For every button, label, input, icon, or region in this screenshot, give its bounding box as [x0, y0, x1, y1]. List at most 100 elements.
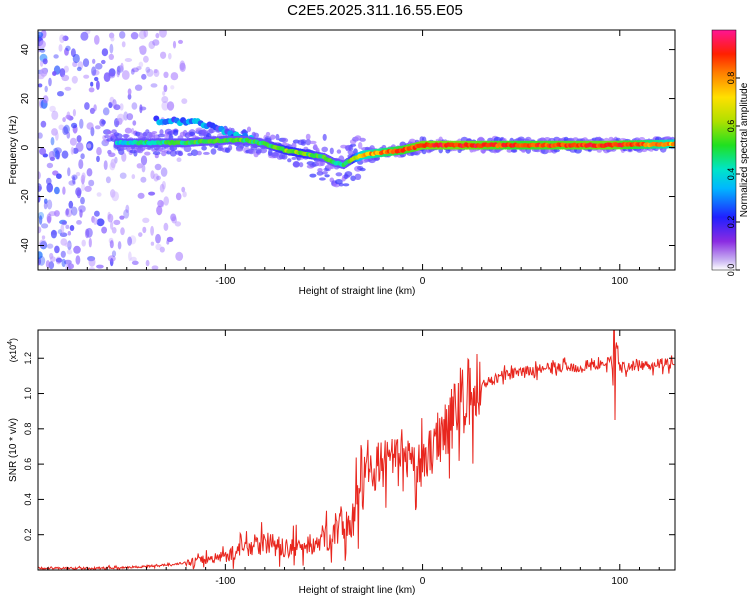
spectrogram-noise-blob — [142, 217, 150, 223]
spectrogram-halo — [210, 148, 217, 155]
spectrogram-noise-blob — [163, 196, 169, 206]
spectrogram-halo — [339, 182, 344, 187]
spectrogram-noise-blob — [102, 107, 110, 116]
spectrogram-x-tick-label: 100 — [611, 276, 628, 287]
spectrogram-noise-blob — [94, 35, 100, 45]
spectrogram-noise-blob — [127, 93, 132, 100]
snr-scale-base: (x10 — [8, 345, 18, 363]
spectrogram-noise-blob — [155, 243, 162, 251]
spectrogram-noise-blob — [151, 265, 159, 270]
spectrogram-noise-blob — [153, 69, 160, 77]
spectrogram-halo — [521, 148, 526, 153]
spectrogram-halo — [208, 127, 214, 134]
colorbar-ticks: 0.0 0.2 0.4 0.6 0.8 — [726, 72, 740, 277]
spectrogram-noise-blob — [41, 235, 46, 240]
spectrogram-halo — [553, 148, 560, 153]
spectrogram-noise-blob — [119, 172, 127, 179]
spectrogram-halo — [322, 133, 327, 141]
spectrogram-noise-blob — [81, 183, 86, 192]
spectrogram-noise-blob — [136, 163, 143, 169]
spectrogram-noise-blob — [156, 175, 161, 181]
spectrogram-halo — [142, 132, 148, 137]
spectrogram-noise-blob — [174, 221, 182, 227]
spectrogram-noise-blob — [46, 182, 53, 193]
spectrogram-noise-blob — [55, 257, 63, 263]
spectrogram-halo — [344, 171, 353, 177]
spectrogram-noise-blob — [72, 53, 80, 64]
snr-panel: -100 0 100 0.2 0.4 0.6 0.8 1.0 1.2 Height of str… — [7, 329, 676, 596]
spectrogram-noise-blob — [46, 177, 52, 185]
spectrogram-halo — [359, 137, 366, 142]
spectrogram-panel: -100 0 100 -40 -20 0 20 40 Height of straight l… — [8, 29, 676, 297]
spectrogram-noise-blob — [75, 171, 81, 177]
spectrogram-noise-blob — [38, 132, 43, 139]
colorbar-tick-label: 0.8 — [726, 72, 736, 85]
spectrogram-noise-blob — [143, 30, 149, 38]
spectrogram-noise-blob — [62, 186, 66, 195]
spectrogram-noise-blob — [55, 150, 60, 160]
colorbar-gradient — [711, 29, 737, 271]
spectrogram-noise-blob — [38, 215, 43, 225]
spectrogram-noise-blob — [39, 48, 46, 53]
spectrogram-noise-blob — [88, 237, 92, 248]
spectrogram-noise-blob — [115, 120, 120, 126]
spectrogram-noise-blob — [61, 258, 66, 268]
spectrogram-noise-blob — [44, 85, 48, 93]
spectrogram-noise-blob — [112, 99, 117, 109]
spectrogram-noise-blob — [48, 77, 52, 87]
spectrogram-noise-blob — [175, 251, 184, 261]
spectrogram-noise-blob — [124, 58, 133, 62]
spectrogram-halo — [124, 127, 132, 134]
spectrogram-noise-blob — [142, 226, 147, 234]
spectrogram-halo — [298, 162, 304, 168]
spectrogram-halo — [305, 133, 311, 140]
spectrogram-noise-blob — [66, 249, 73, 255]
snr-plot-area — [38, 330, 675, 570]
spectrogram-noise-blob — [46, 162, 54, 169]
spectrogram-noise-blob — [73, 245, 81, 254]
spectrogram-noise-blob — [61, 74, 70, 82]
spectrogram-noise-blob — [163, 84, 168, 93]
spectrogram-noise-blob — [39, 239, 47, 248]
spectrogram-noise-blob — [76, 66, 82, 72]
spectrogram-noise-blob — [59, 232, 68, 237]
colorbar-tick-label: 0.0 — [726, 264, 736, 277]
spectrogram-noise-blob — [66, 131, 71, 139]
spectrogram-noise-blob — [145, 259, 150, 267]
spectrogram-noise-blob — [72, 109, 76, 117]
spectrogram-halo — [203, 151, 210, 155]
spectrogram-noise-blob — [86, 168, 93, 177]
spectrogram-noise-blob — [155, 233, 161, 244]
spectrogram-axes: -100 0 100 -40 -20 0 20 40 — [20, 30, 675, 287]
spectrogram-noise-blob — [107, 213, 114, 223]
spectrogram-noise-blob — [46, 199, 53, 210]
spectrogram-noise-blob — [96, 155, 100, 163]
spectrogram-noise-blob — [68, 200, 74, 209]
spectrogram-noise-blob — [150, 241, 155, 246]
spectrogram-noise-blob — [153, 173, 159, 182]
spectrogram-noise-blob — [71, 206, 78, 216]
spectrogram-noise-blob — [84, 102, 90, 110]
spectrogram-noise-blob — [86, 143, 92, 149]
spectrogram-noise-blob — [113, 219, 121, 226]
spectrogram-halo — [178, 150, 183, 156]
spectrogram-noise-blob — [64, 242, 72, 248]
spectrogram-noise-blob — [71, 174, 78, 181]
spectrogram-halo — [358, 142, 363, 149]
spectrogram-noise-blob — [92, 58, 96, 64]
spectrogram-noise-blob — [75, 255, 81, 265]
spectrogram-noise-blob — [38, 257, 42, 266]
spectrogram-noise-blob — [53, 210, 60, 217]
spectrogram-halo — [106, 130, 113, 135]
spectrogram-noise-blob — [62, 35, 69, 42]
colorbar-tick-label: 0.4 — [726, 168, 736, 181]
spectrogram-halo — [510, 149, 518, 153]
spectrogram-noise-blob — [41, 223, 49, 229]
spectrogram-noise-blob — [109, 43, 114, 54]
spectrogram-noise-blob — [71, 122, 78, 129]
spectrogram-noise-blob — [93, 217, 98, 225]
colorbar-tick-label: 0.2 — [726, 216, 736, 229]
spectrogram-noise-blob — [38, 251, 43, 259]
spectrogram-halo — [300, 141, 306, 146]
spectrogram-halo — [350, 175, 356, 182]
